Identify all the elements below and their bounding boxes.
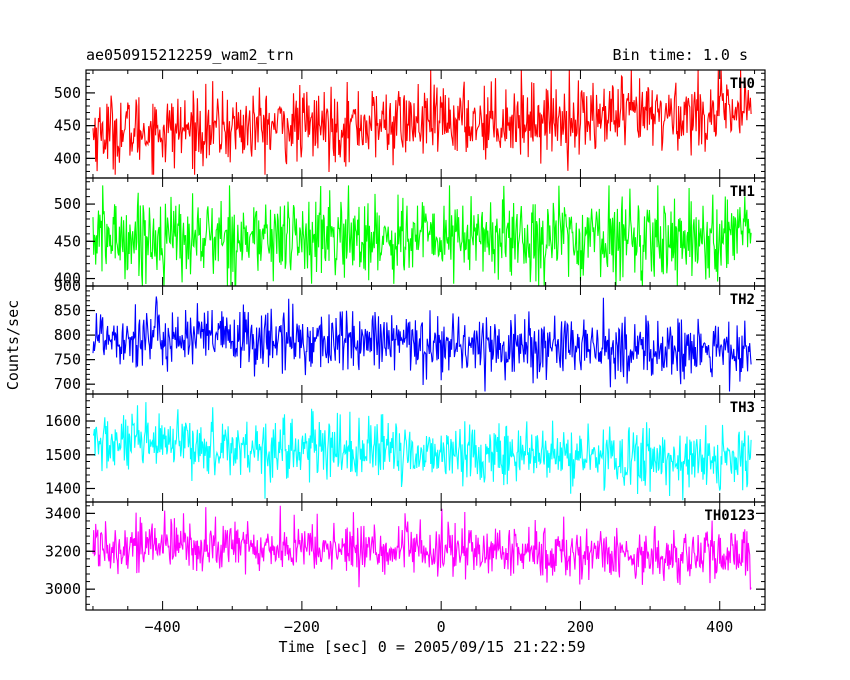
bin-time-label: Bin time: 1.0 s: [613, 46, 748, 64]
series-line-th0123: [92, 505, 752, 590]
y-tick-label: 400: [54, 149, 81, 167]
x-tick-label: 400: [706, 618, 733, 636]
panel-frame: [85, 501, 766, 611]
panel-label-th1: TH1: [730, 184, 755, 200]
y-tick-label: 750: [54, 351, 81, 369]
panel-label-th0: TH0: [730, 76, 755, 92]
panel-th0: 400 450 500 TH0: [54, 69, 766, 179]
x-tick-label: −200: [284, 618, 320, 636]
panel-th2: 700 750 800 850 900 TH2: [54, 277, 766, 395]
panel-label-th2: TH2: [730, 292, 755, 308]
x-axis-label: Time [sec] 0 = 2005/09/15 21:22:59: [278, 638, 585, 656]
panels-group: 400 450 500 TH0 400 450 500 TH1 700 750 800 850 900 T…: [45, 69, 766, 611]
y-tick-label: 500: [54, 84, 81, 102]
series-line-th0: [92, 70, 752, 175]
y-tick-label: 1600: [45, 412, 81, 430]
y-tick-label: 450: [54, 232, 81, 250]
y-tick-label: 3000: [45, 580, 81, 598]
x-tick-label: −400: [145, 618, 181, 636]
y-tick-label: 400: [54, 270, 81, 288]
y-tick-label: 3200: [45, 542, 81, 560]
y-tick-label: 3400: [45, 504, 81, 522]
panel-th0123: 3000 3200 3400 TH0123: [45, 501, 766, 611]
series-line-th2: [92, 296, 752, 392]
y-tick-label: 1400: [45, 480, 81, 498]
y-tick-label: 900: [54, 277, 81, 295]
y-tick-label: 700: [54, 375, 81, 393]
panel-label-th0123: TH0123: [704, 508, 755, 524]
series-line-th1: [92, 185, 752, 286]
x-axis: −400 −200 0 200 400: [145, 618, 734, 636]
y-tick-label: 850: [54, 302, 81, 320]
y-tick-label: 500: [54, 195, 81, 213]
panel-th3: 1400 1500 1600 TH3: [45, 393, 766, 503]
y-tick-label: 800: [54, 326, 81, 344]
y-tick-label: 450: [54, 117, 81, 135]
series-line-th3: [92, 402, 752, 501]
chart-title: ae050915212259_wam2_trn: [86, 46, 294, 64]
x-tick-label: 0: [437, 618, 446, 636]
y-tick-label: 1500: [45, 446, 81, 464]
panel-label-th3: TH3: [730, 400, 755, 416]
y-axis-label: Counts/sec: [4, 300, 22, 390]
x-tick-label: 200: [567, 618, 594, 636]
panel-th1: 400 450 500 TH1: [54, 177, 766, 288]
